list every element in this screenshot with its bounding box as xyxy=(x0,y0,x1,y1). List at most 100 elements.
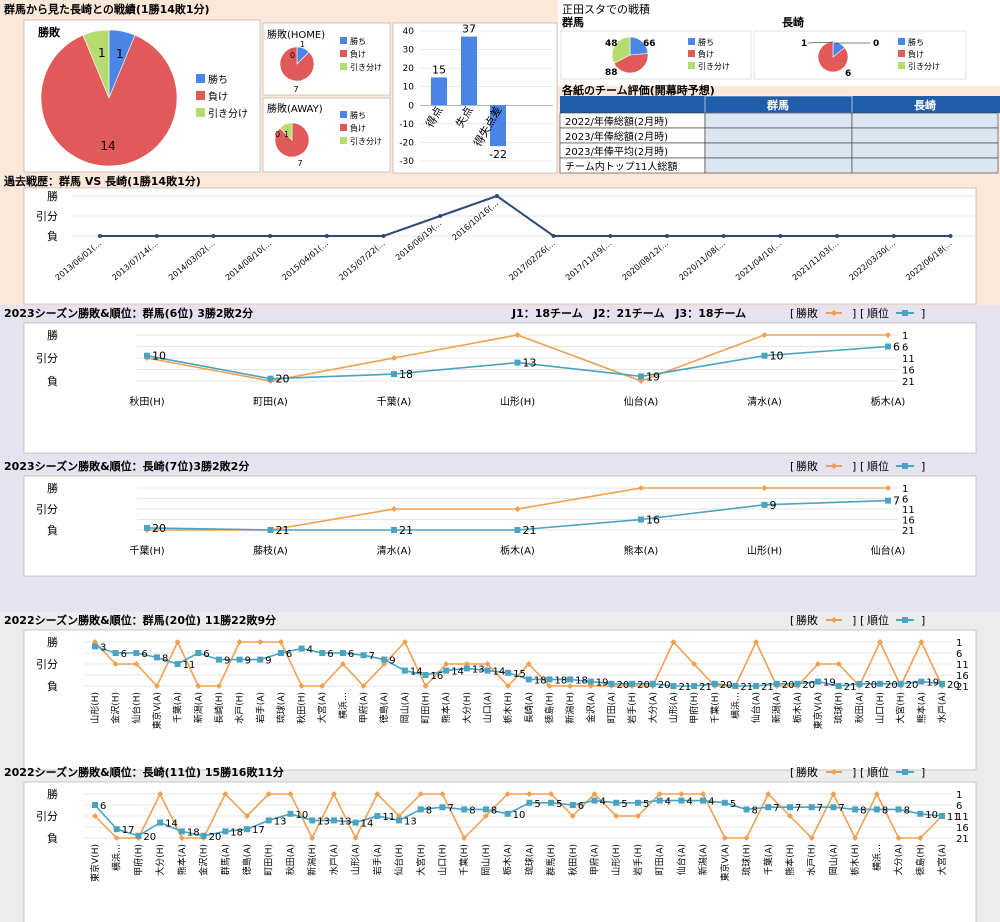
s2022g-opponent-17: 熊本(A) xyxy=(440,692,452,723)
s2022g-rank-label-26: 20 xyxy=(637,680,650,691)
s2022n-result-point-12 xyxy=(352,835,359,841)
s2022n-rank-line xyxy=(94,799,943,837)
s2022g-opponent-18: 大分(H) xyxy=(461,692,473,724)
s2022g-rank-point-8 xyxy=(257,656,264,663)
s2022g-rank-point-17 xyxy=(443,667,450,674)
s2022n-rank-tick-4: 21 xyxy=(956,834,969,845)
s2022n-rank-label-26: 4 xyxy=(665,797,671,808)
s2022g-rank-point-4 xyxy=(174,661,181,667)
s2022n-opponent-13: 岩手(A) xyxy=(371,844,383,875)
pie-away-label-draw: 1 xyxy=(284,130,289,139)
s2023n-rank-point-2 xyxy=(391,527,397,533)
stadium-gunma-label-win: 48 xyxy=(605,39,618,49)
s2022n-rank-label-13: 11 xyxy=(382,812,395,823)
stadium-gunma-label-loss: 88 xyxy=(605,68,618,78)
s2023n-rank-point-4 xyxy=(638,516,644,523)
s2022n-rank-point-39 xyxy=(939,813,945,819)
stadium-gunma-label: 群馬 xyxy=(561,15,584,29)
s2023n-opponent-1: 藤枝(A) xyxy=(253,544,288,557)
s2022n-result-point-18 xyxy=(482,813,489,819)
s2022g-rank-label-22: 18 xyxy=(554,675,567,686)
s2023n-rank-tick-2: 11 xyxy=(902,505,915,516)
s2022n-opponent-23: 甲府(A) xyxy=(589,844,601,875)
s2023g-rank-point-3 xyxy=(514,359,521,366)
s2022g-opponent-30: 千葉(H) xyxy=(709,692,721,724)
s2022n-result-point-31 xyxy=(765,791,772,797)
s2022g-opponent-14: 徳島(A) xyxy=(378,692,390,723)
s2022g-rank-label-18: 13 xyxy=(472,664,485,675)
s2022n-rank-point-16 xyxy=(439,804,446,811)
s2022g-rank-label-20: 15 xyxy=(513,669,526,680)
s2022g-rank-label-34: 20 xyxy=(802,680,815,691)
s2022n-rank-label-5: 20 xyxy=(209,832,222,843)
s2022n-rank-label-29: 5 xyxy=(730,799,736,810)
s2022n-result-point-1 xyxy=(113,835,120,841)
s2022g-result-point-4 xyxy=(174,639,181,645)
table-cell-1-1 xyxy=(851,127,999,144)
s2023g-ylabel-2: 負 xyxy=(47,375,58,388)
s2022n-rank-label-7: 17 xyxy=(252,825,265,836)
s2022g-rank-label-0: 3 xyxy=(100,642,106,653)
pie-away-legend-label-2: 引き分け xyxy=(350,137,382,146)
s2022n-rank-point-37 xyxy=(895,806,902,813)
s2022n-opponent-2: 甲府(H) xyxy=(132,844,144,876)
s2022n-opponent-31: 千葉(A) xyxy=(762,844,774,875)
pie-slice-draw xyxy=(82,29,110,99)
s2023g-rank-tick-4: 21 xyxy=(902,377,915,388)
s2022n-rank-label-11: 13 xyxy=(339,816,352,827)
s2022g-rank-label-36: 21 xyxy=(844,682,857,693)
s2022g-rank-point-34 xyxy=(794,680,801,687)
s2023n-rank-tick-1: 6 xyxy=(902,495,908,506)
s2022g-rank-label-15: 14 xyxy=(410,667,423,678)
s2022g-ylabel-2: 負 xyxy=(47,680,58,693)
history-point-5 xyxy=(381,234,386,238)
s2022g-rank-label-37: 20 xyxy=(864,680,877,691)
s2022n-result-point-36 xyxy=(873,791,880,797)
pie-away-label-win: 0 xyxy=(275,130,280,139)
s2022g-rank-label-14: 9 xyxy=(389,656,395,667)
s2022g-rank-label-6: 9 xyxy=(224,656,230,667)
s2022g-result-point-36 xyxy=(835,661,842,667)
s2022n-rank-point-19 xyxy=(504,810,511,817)
s2022g-opponent-16: 町田(H) xyxy=(421,692,432,724)
s2022g-rank-point-18 xyxy=(463,665,470,672)
s2022n-rank-label-9: 10 xyxy=(295,810,308,821)
pie-away-title: 勝敗(AWAY) xyxy=(267,102,323,115)
s2022n-rank-point-25 xyxy=(634,799,641,806)
s2022g-rank-label-16: 16 xyxy=(431,671,444,682)
history-point-13 xyxy=(835,234,840,238)
s2023g-legend-bracket-3: ] xyxy=(921,307,925,320)
goals-tick-3: 10 xyxy=(403,83,415,93)
s2022n-result-point-13 xyxy=(374,791,381,797)
s2023n-legend-result: 勝敗 xyxy=(796,459,818,473)
s2022n-opponent-7: 徳島(A) xyxy=(241,844,253,875)
s2022n-rank-point-31 xyxy=(765,804,772,811)
s2022n-opponent-37: 大分(A) xyxy=(893,844,905,875)
s2022g-opponent-25: 町田(A) xyxy=(606,692,617,723)
s2023n-result-point-2 xyxy=(391,506,397,512)
s2022g-rank-point-13 xyxy=(360,652,367,659)
s2022n-rank-label-24: 5 xyxy=(621,799,627,810)
pie-slice-loss xyxy=(613,53,649,74)
s2023g-result-point-6 xyxy=(885,332,891,338)
stadium-nagasaki-legend-label-1: 負け xyxy=(908,49,924,59)
s2022g-rank-point-29 xyxy=(691,683,698,689)
s2022g-opponent-8: 岩手(A) xyxy=(254,692,266,723)
s2022n-result-point-11 xyxy=(330,791,337,797)
s2022g-result-line xyxy=(94,640,943,688)
s2022g-opponent-36: 琉球(H) xyxy=(833,692,845,724)
s2022n-legend-bracket-2: [ xyxy=(860,766,864,779)
s2022n-rank-point-8 xyxy=(265,817,272,824)
s2022n-opponent-34: 岡山(A) xyxy=(828,844,839,875)
table-cell-3-0 xyxy=(704,157,853,174)
stadium-nagasaki-pie xyxy=(817,41,849,73)
pie-home-legend-swatch-1 xyxy=(340,50,347,57)
s2022g-opponent-37: 秋田(A) xyxy=(853,692,865,723)
history-point-3 xyxy=(268,234,273,238)
stadium-gunma-legend-label-1: 負け xyxy=(698,49,714,59)
s2022g-rank-point-0 xyxy=(92,643,98,650)
s2022g-result-point-22 xyxy=(546,683,553,689)
s2023n-opponent-0: 千葉(H) xyxy=(129,544,164,557)
s2022g-rank-label-31: 21 xyxy=(740,682,753,693)
